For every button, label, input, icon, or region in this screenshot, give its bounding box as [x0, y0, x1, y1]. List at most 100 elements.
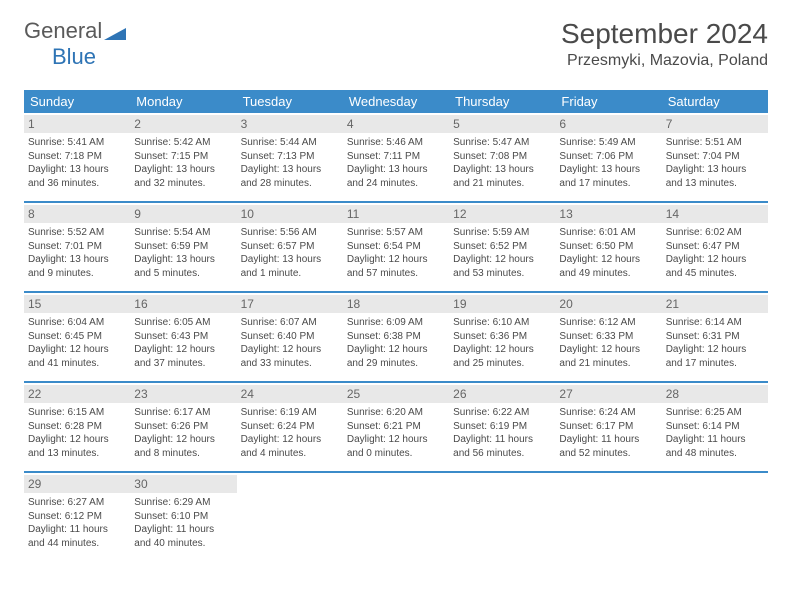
daylight-text: Daylight: 12 hours	[241, 343, 339, 357]
daylight-text: Daylight: 13 hours	[241, 253, 339, 267]
sunset-text: Sunset: 6:31 PM	[666, 330, 764, 344]
sunset-text: Sunset: 6:43 PM	[134, 330, 232, 344]
day-number: 13	[555, 205, 661, 223]
sunset-text: Sunset: 6:57 PM	[241, 240, 339, 254]
dow-monday: Monday	[130, 90, 236, 113]
daylight-text: and 28 minutes.	[241, 177, 339, 191]
sunrise-text: Sunrise: 5:49 AM	[559, 136, 657, 150]
day-number: 16	[130, 295, 236, 313]
daylight-text: and 36 minutes.	[28, 177, 126, 191]
day-number: 6	[555, 115, 661, 133]
day-cell: 17Sunrise: 6:07 AMSunset: 6:40 PMDayligh…	[237, 293, 343, 381]
day-number: 17	[237, 295, 343, 313]
day-cell: 5Sunrise: 5:47 AMSunset: 7:08 PMDaylight…	[449, 113, 555, 201]
day-number: 27	[555, 385, 661, 403]
sunrise-text: Sunrise: 6:10 AM	[453, 316, 551, 330]
daylight-text: Daylight: 12 hours	[241, 433, 339, 447]
calendar: Sunday Monday Tuesday Wednesday Thursday…	[24, 90, 768, 563]
day-cell: 1Sunrise: 5:41 AMSunset: 7:18 PMDaylight…	[24, 113, 130, 201]
day-number: 26	[449, 385, 555, 403]
day-number: 15	[24, 295, 130, 313]
daylight-text: and 17 minutes.	[666, 357, 764, 371]
day-number: 2	[130, 115, 236, 133]
sunset-text: Sunset: 6:19 PM	[453, 420, 551, 434]
sunset-text: Sunset: 7:13 PM	[241, 150, 339, 164]
sunset-text: Sunset: 6:52 PM	[453, 240, 551, 254]
day-number: 24	[237, 385, 343, 403]
dow-wednesday: Wednesday	[343, 90, 449, 113]
sunrise-text: Sunrise: 5:57 AM	[347, 226, 445, 240]
daylight-text: and 9 minutes.	[28, 267, 126, 281]
daylight-text: Daylight: 12 hours	[666, 343, 764, 357]
dow-tuesday: Tuesday	[237, 90, 343, 113]
day-cell: 24 Sunrise: 6:19 AMSunset: 6:24 PMDayligh…	[237, 383, 343, 471]
sunset-text: Sunset: 7:06 PM	[559, 150, 657, 164]
daylight-text: Daylight: 12 hours	[28, 433, 126, 447]
daylight-text: and 48 minutes.	[666, 447, 764, 461]
day-cell	[555, 473, 661, 563]
sunrise-text: Sunrise: 6:05 AM	[134, 316, 232, 330]
daylight-text: and 17 minutes.	[559, 177, 657, 191]
sunrise-text: Sunrise: 5:56 AM	[241, 226, 339, 240]
day-cell: 13Sunrise: 6:01 AMSunset: 6:50 PMDayligh…	[555, 203, 661, 291]
daylight-text: Daylight: 12 hours	[134, 343, 232, 357]
sunrise-text: Sunrise: 6:12 AM	[559, 316, 657, 330]
sunset-text: Sunset: 6:24 PM	[241, 420, 339, 434]
sunrise-text: Sunrise: 6:19 AM	[241, 406, 339, 420]
day-cell: 23Sunrise: 6:17 AMSunset: 6:26 PMDayligh…	[130, 383, 236, 471]
day-cell: 9Sunrise: 5:54 AMSunset: 6:59 PMDaylight…	[130, 203, 236, 291]
sunrise-text: Sunrise: 6:09 AM	[347, 316, 445, 330]
day-cell: 11Sunrise: 5:57 AMSunset: 6:54 PMDayligh…	[343, 203, 449, 291]
day-number: 4	[343, 115, 449, 133]
week-row: 15Sunrise: 6:04 AMSunset: 6:45 PMDayligh…	[24, 293, 768, 383]
daylight-text: and 25 minutes.	[453, 357, 551, 371]
day-cell: 22Sunrise: 6:15 AMSunset: 6:28 PMDayligh…	[24, 383, 130, 471]
daylight-text: Daylight: 13 hours	[28, 163, 126, 177]
sunset-text: Sunset: 7:04 PM	[666, 150, 764, 164]
daylight-text: and 13 minutes.	[28, 447, 126, 461]
daylight-text: and 0 minutes.	[347, 447, 445, 461]
sunrise-text: Sunrise: 5:44 AM	[241, 136, 339, 150]
sunrise-text: Sunrise: 6:25 AM	[666, 406, 764, 420]
sunrise-text: Sunrise: 5:46 AM	[347, 136, 445, 150]
day-number: 10	[237, 205, 343, 223]
week-row: 29Sunrise: 6:27 AMSunset: 6:12 PMDayligh…	[24, 473, 768, 563]
sunrise-text: Sunrise: 6:17 AM	[134, 406, 232, 420]
day-cell: 16 Sunrise: 6:05 AMSunset: 6:43 PMDayligh…	[130, 293, 236, 381]
day-cell	[343, 473, 449, 563]
day-cell: 12Sunrise: 5:59 AMSunset: 6:52 PMDayligh…	[449, 203, 555, 291]
logo-blue: Blue	[52, 44, 96, 69]
daylight-text: Daylight: 13 hours	[559, 163, 657, 177]
dow-row: Sunday Monday Tuesday Wednesday Thursday…	[24, 90, 768, 113]
sunset-text: Sunset: 6:45 PM	[28, 330, 126, 344]
daylight-text: and 21 minutes.	[453, 177, 551, 191]
day-cell	[237, 473, 343, 563]
day-cell: 19Sunrise: 6:10 AMSunset: 6:36 PMDayligh…	[449, 293, 555, 381]
daylight-text: and 53 minutes.	[453, 267, 551, 281]
daylight-text: Daylight: 12 hours	[453, 343, 551, 357]
day-cell: 4Sunrise: 5:46 AMSunset: 7:11 PMDaylight…	[343, 113, 449, 201]
day-number: 21	[662, 295, 768, 313]
sunset-text: Sunset: 6:26 PM	[134, 420, 232, 434]
daylight-text: Daylight: 12 hours	[453, 253, 551, 267]
daylight-text: Daylight: 13 hours	[28, 253, 126, 267]
day-cell: 2Sunrise: 5:42 AMSunset: 7:15 PMDaylight…	[130, 113, 236, 201]
sunset-text: Sunset: 6:33 PM	[559, 330, 657, 344]
sunset-text: Sunset: 7:18 PM	[28, 150, 126, 164]
day-cell: 30Sunrise: 6:29 AMSunset: 6:10 PMDayligh…	[130, 473, 236, 563]
sunrise-text: Sunrise: 5:47 AM	[453, 136, 551, 150]
sunrise-text: Sunrise: 6:14 AM	[666, 316, 764, 330]
day-number: 8	[24, 205, 130, 223]
daylight-text: Daylight: 12 hours	[347, 343, 445, 357]
daylight-text: Daylight: 12 hours	[666, 253, 764, 267]
dow-thursday: Thursday	[449, 90, 555, 113]
daylight-text: Daylight: 13 hours	[134, 253, 232, 267]
day-number: 14	[662, 205, 768, 223]
day-cell: 18Sunrise: 6:09 AMSunset: 6:38 PMDayligh…	[343, 293, 449, 381]
daylight-text: and 21 minutes.	[559, 357, 657, 371]
day-number: 12	[449, 205, 555, 223]
daylight-text: Daylight: 11 hours	[28, 523, 126, 537]
daylight-text: and 41 minutes.	[28, 357, 126, 371]
daylight-text: Daylight: 12 hours	[134, 433, 232, 447]
day-cell: 7Sunrise: 5:51 AMSunset: 7:04 PMDaylight…	[662, 113, 768, 201]
